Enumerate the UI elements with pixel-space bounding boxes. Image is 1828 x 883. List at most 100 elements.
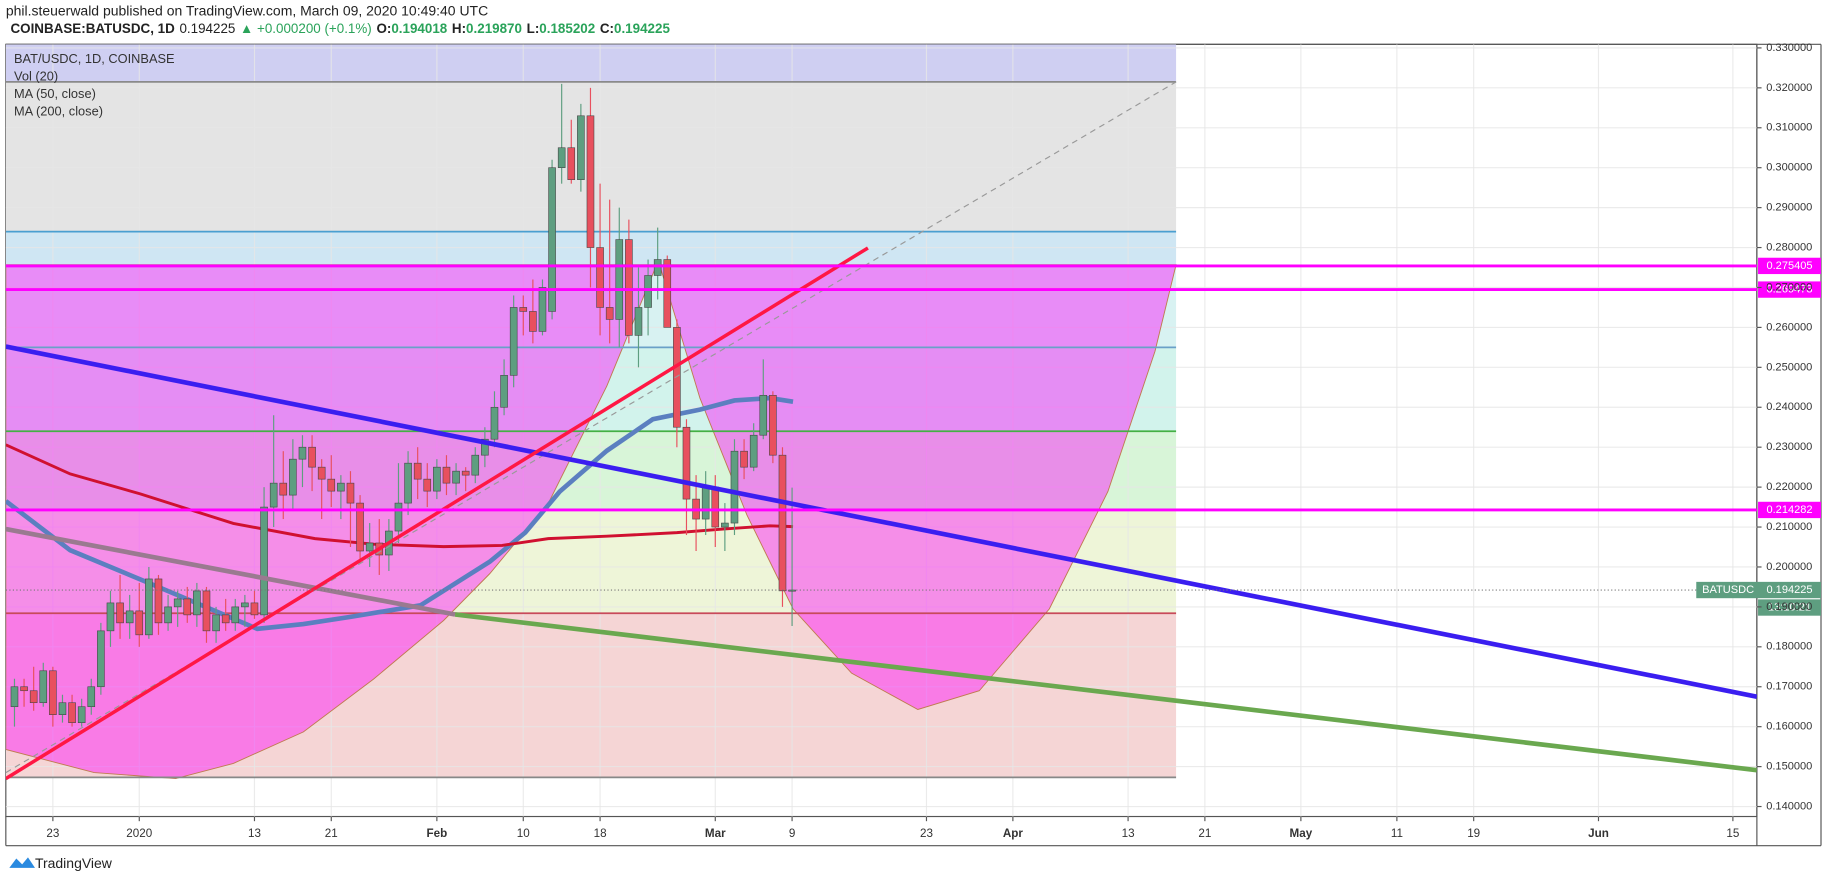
candle-body: [365, 542, 374, 552]
header-part: 0.194018: [391, 21, 447, 36]
price-band: [5, 431, 1177, 510]
y-tick-label: 0.310000: [1766, 122, 1812, 134]
y-tick-label: 0.300000: [1766, 162, 1812, 174]
candle-body: [29, 690, 38, 704]
candle-body: [317, 466, 326, 480]
candle-body: [269, 482, 278, 508]
overlay: 0.275405 0.269473 0.214282 BATUSDC 0.194225 1…: [5, 42, 1822, 840]
candle-body: [154, 578, 163, 624]
header-part: 0.219870: [466, 21, 522, 36]
x-tick-label: 13: [1122, 827, 1135, 840]
candle-body: [509, 307, 518, 376]
y-tick-label: 0.250000: [1766, 361, 1812, 373]
candle-body: [663, 259, 672, 328]
x-tick-label: Apr: [1003, 827, 1024, 840]
candle-body: [87, 686, 96, 708]
candle-body: [557, 147, 566, 168]
candle-body: [577, 115, 585, 180]
candle-body: [759, 394, 768, 436]
candle-body: [125, 610, 134, 624]
candle-body: [308, 446, 316, 468]
candle-body: [701, 486, 710, 520]
x-tick-label: May: [1290, 827, 1313, 840]
candle-body: [77, 706, 86, 723]
candle-body: [538, 287, 547, 332]
y-tick-label: 0.140000: [1766, 800, 1812, 812]
candle-body: [279, 482, 288, 496]
x-tick-label: 23: [920, 827, 933, 840]
author-line: phil.steuerwald published on TradingView…: [6, 2, 488, 18]
candle-body: [548, 167, 556, 312]
candle-body: [49, 670, 57, 715]
candle-body: [778, 454, 787, 592]
y-tick-label: 0.220000: [1766, 481, 1812, 493]
y-tick-label: 0.210000: [1766, 521, 1812, 533]
candle-body: [212, 614, 220, 632]
candle-body: [413, 462, 422, 480]
price-band: [5, 613, 1177, 778]
candle-body: [529, 311, 537, 332]
candle-body: [327, 478, 336, 492]
y-tick-label: 0.290000: [1766, 202, 1812, 214]
y-tick-label: 0.230000: [1766, 441, 1812, 453]
symbol-line: COINBASE:BATUSDC, 1D 0.194225 ▲ +0.000200 …: [10, 21, 670, 36]
x-tick-label: 10: [517, 827, 530, 840]
price-tag-label: 0.275405: [1766, 260, 1812, 272]
candle-body: [442, 466, 451, 484]
candle-body: [682, 426, 691, 500]
candle-body: [730, 450, 739, 524]
x-tick-label: 19: [1467, 827, 1480, 840]
trend-line: [5, 526, 456, 617]
x-tick-label: 15: [1726, 827, 1739, 840]
y-tick-label: 0.170000: [1766, 681, 1812, 693]
candle-body: [164, 606, 172, 624]
trend-line: [454, 612, 1757, 773]
x-tick-label: 11: [1391, 827, 1403, 840]
candle-body: [97, 630, 105, 688]
candle-body: [173, 598, 182, 608]
candle-body: [788, 589, 796, 592]
candle-body: [653, 259, 662, 276]
header-part: 0.194225: [614, 21, 670, 36]
candle-body: [231, 606, 240, 624]
candle-body: [634, 307, 643, 336]
legend-entry: MA (200, close): [14, 103, 103, 118]
header-part: C:: [600, 21, 614, 36]
y-tick-label: 0.280000: [1766, 241, 1812, 253]
candle-body: [337, 482, 345, 492]
candle-body: [769, 394, 777, 456]
trend-line: [5, 246, 869, 781]
header-part: 0.194225: [179, 21, 235, 36]
y-tick-label: 0.270000: [1766, 281, 1812, 293]
y-tick-label: 0.160000: [1766, 721, 1812, 733]
y-tick-label: 0.260000: [1766, 321, 1812, 333]
candle-body: [404, 462, 412, 504]
x-tick-label: 23: [46, 827, 59, 840]
x-tick-label: 21: [1198, 827, 1211, 840]
header-part: O:: [376, 21, 391, 36]
x-tick-label: 9: [789, 827, 795, 840]
price-tag: [1758, 257, 1822, 275]
x-tick-label: Feb: [427, 827, 448, 840]
candle-body: [749, 434, 758, 468]
plot: [5, 44, 1757, 817]
price-band: [5, 44, 1177, 82]
x-tick-label: 2020: [126, 827, 152, 840]
candle-body: [394, 502, 403, 532]
y-tick-label: 0.320000: [1766, 82, 1812, 94]
candle-body: [250, 602, 259, 616]
x-tick-label: Mar: [705, 827, 726, 840]
candle-body: [625, 239, 633, 336]
candle-body: [490, 406, 499, 440]
candle-body: [461, 470, 470, 476]
candle-body: [10, 686, 19, 708]
logo: [9, 857, 35, 868]
candle-body: [202, 590, 211, 632]
candle-body: [289, 458, 297, 496]
x-tick-label: Jun: [1588, 827, 1609, 840]
candle-body: [711, 486, 720, 528]
candle-body: [183, 598, 192, 616]
y-tick-label: 0.180000: [1766, 641, 1812, 653]
x-tick-label: 21: [325, 827, 338, 840]
